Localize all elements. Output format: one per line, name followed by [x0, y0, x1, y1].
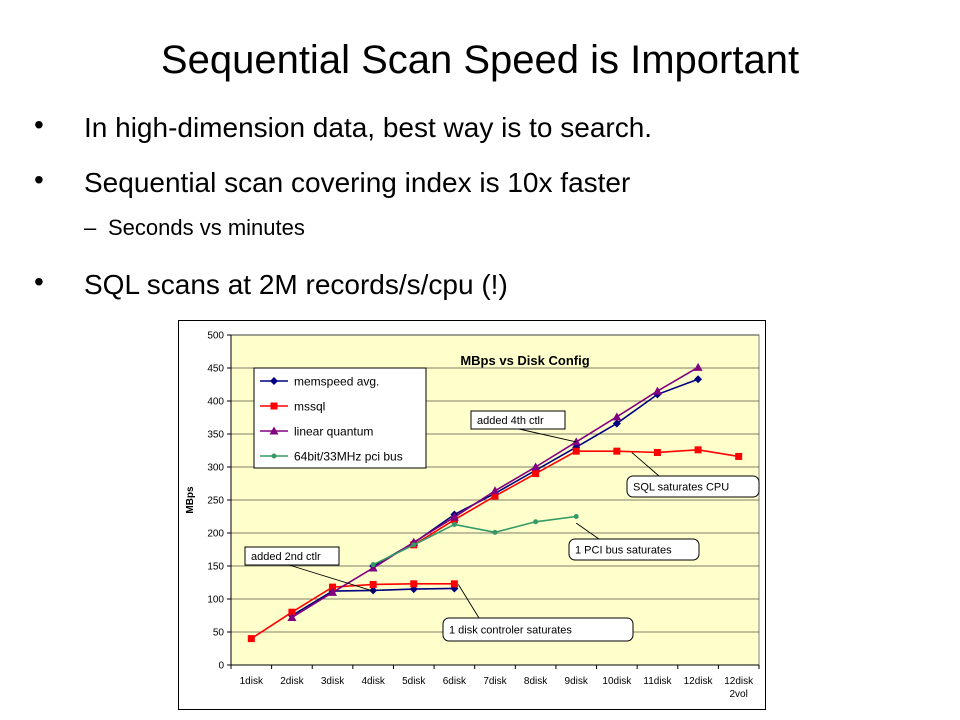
data-point [369, 586, 378, 595]
data-point [531, 462, 541, 471]
y-axis-label: MBps [185, 486, 196, 514]
legend-marker [269, 426, 279, 435]
y-tick-label: 200 [207, 529, 224, 540]
annotation-box [626, 475, 760, 498]
series-line [372, 515, 577, 566]
x-tick-label: 10disk [602, 676, 632, 687]
x-tick-label: 8disk [524, 676, 548, 687]
y-tick-label: 50 [213, 628, 225, 639]
x-tick-label: 7disk [483, 676, 507, 687]
data-point [612, 419, 621, 428]
data-point [653, 448, 661, 456]
annotation-pointer [575, 522, 600, 540]
annotation-label: SQL saturates CPU [633, 482, 729, 494]
annotation-pointer [458, 584, 480, 619]
bullet-item: SQL scans at 2M records/s/cpu (!) [84, 269, 508, 300]
data-point [533, 519, 539, 525]
bullet-item: In high-dimension data, best way is to s… [84, 112, 653, 143]
y-tick-label: 0 [218, 661, 224, 672]
chart-container: 0 50 100 150 200 250 300 350 400 450 500 1disk 2disk… [178, 320, 766, 710]
chart-title: MBps vs Disk Config [460, 353, 589, 368]
data-point [288, 608, 296, 616]
data-point [287, 612, 297, 621]
legend-label: linear quantum [294, 425, 373, 439]
bullet-item: Sequential scan covering index is 10x fa… [84, 167, 631, 198]
data-point [449, 512, 459, 521]
annotation-pointer [631, 452, 660, 477]
series-line [250, 583, 455, 640]
data-point [368, 563, 378, 572]
x-tick-label: 5disk [402, 676, 426, 687]
x-tick-label: 3disk [321, 676, 345, 687]
annotation-label: added 4th ctlr [477, 415, 544, 427]
bullet-marker: • [34, 164, 44, 195]
data-point [735, 452, 743, 460]
annotation-box [442, 617, 634, 642]
annotation-box [244, 546, 340, 566]
legend-marker [270, 402, 278, 410]
y-tick-label: 450 [207, 364, 224, 375]
legend-label: memspeed avg. [294, 375, 379, 389]
annotation-label: added 2nd ctlr [251, 551, 321, 563]
legend [253, 367, 427, 469]
legend-marker [271, 453, 277, 459]
y-tick-label: 400 [207, 397, 224, 408]
sub-bullet-item: Seconds vs minutes [108, 215, 305, 240]
data-point [369, 580, 377, 588]
y-tick-label: 300 [207, 463, 224, 474]
annotation-label: 1 disk controler saturates [449, 625, 572, 637]
data-point [411, 542, 417, 548]
bullet-list: • In high-dimension data, best way is to… [0, 0, 960, 320]
x-tick-label: 11disk [643, 676, 672, 687]
data-point [694, 446, 702, 454]
data-point [247, 635, 255, 643]
data-point [451, 521, 457, 527]
data-point [329, 583, 337, 591]
data-point [450, 580, 458, 588]
line-chart: 0 50 100 150 200 250 300 350 400 450 500 1disk 2disk… [185, 331, 760, 700]
annotation-label: 1 PCI bus saturates [575, 545, 672, 557]
data-point [410, 580, 418, 588]
data-point [694, 375, 703, 384]
data-point [490, 486, 500, 495]
x-tick-label: 12disk [684, 676, 714, 687]
legend-label: mssql [294, 400, 325, 414]
y-tick-label: 150 [207, 562, 224, 573]
data-point [571, 437, 581, 446]
x-tick-label: 9disk [565, 676, 589, 687]
slide-title: Sequential Scan Speed is Important [160, 38, 800, 82]
y-tick-label: 250 [207, 496, 224, 507]
y-tick-label: 100 [207, 595, 224, 606]
x-tick-label: 12disk [724, 676, 754, 687]
annotation-pointer [518, 428, 577, 443]
data-point [693, 362, 703, 371]
bullet-marker: • [34, 266, 44, 297]
data-point [491, 492, 499, 500]
data-point [328, 587, 338, 596]
annotation-pointer [288, 564, 374, 592]
data-point [492, 529, 498, 535]
data-point [532, 470, 540, 478]
legend-marker [270, 377, 278, 385]
bullet-marker: • [34, 109, 44, 140]
y-tick-label: 500 [207, 331, 224, 342]
data-point [652, 386, 662, 395]
data-point [613, 447, 621, 455]
legend-label: 64bit/33MHz pci bus [294, 450, 403, 464]
sub-bullet-marker: – [84, 215, 97, 240]
data-point [572, 447, 580, 455]
x-tick-label: 1disk [240, 676, 264, 687]
annotation-box [470, 410, 566, 430]
x-tick-label: 2vol [730, 689, 748, 700]
annotation-box [568, 538, 700, 561]
y-tick-label: 350 [207, 430, 224, 441]
data-point [612, 412, 622, 421]
x-tick-label: 4disk [361, 676, 385, 687]
x-tick-label: 2disk [280, 676, 304, 687]
data-point [573, 514, 579, 519]
data-point [409, 585, 418, 594]
x-tick-label: 6disk [443, 676, 467, 687]
data-point [370, 562, 376, 568]
